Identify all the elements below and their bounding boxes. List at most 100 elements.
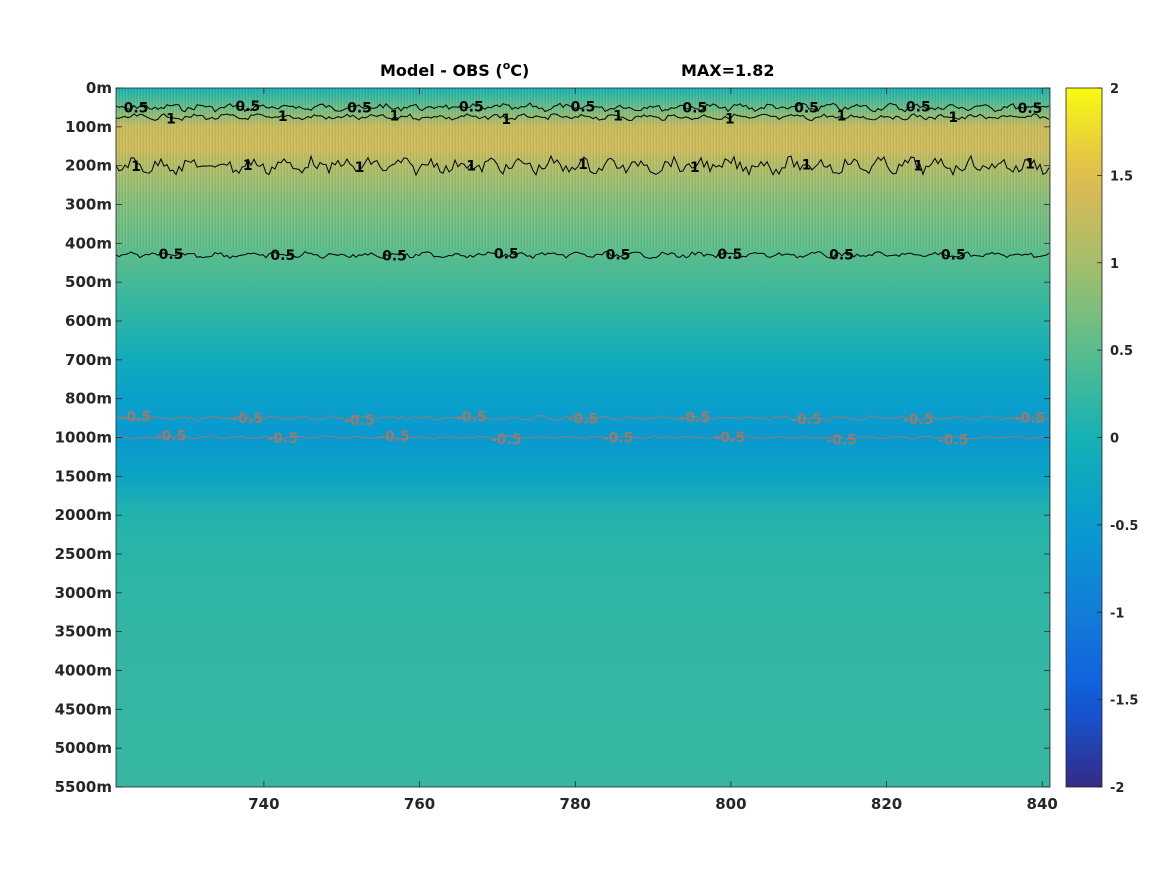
contour-label: 0.5 [270, 248, 295, 264]
y-tick-label: 2500m [55, 545, 112, 563]
contour-label: -0.5 [791, 412, 822, 428]
x-tick-label: 800 [715, 795, 746, 813]
contour-label: 1 [1025, 157, 1035, 173]
y-tick-label: 4000m [55, 662, 112, 680]
y-tick-label: 3500m [55, 623, 112, 641]
contour-line [116, 414, 1050, 422]
title-suffix: C) [510, 61, 529, 80]
contour-label: -0.5 [903, 412, 934, 428]
y-tick-label: 700m [65, 351, 112, 369]
contour-lines [116, 102, 1050, 440]
colorbar-tick-label: 0 [1110, 432, 1119, 447]
contour-label: 0.5 [682, 101, 707, 117]
contour-label: -0.5 [714, 430, 745, 446]
contour-label: 1 [166, 112, 176, 128]
contour-label: 1 [613, 109, 623, 125]
contour-label: 0.5 [159, 247, 184, 263]
contour-label: -0.5 [568, 412, 599, 428]
contour-label: -0.5 [679, 410, 710, 426]
contour-label: 0.5 [829, 247, 854, 263]
contour-label: 0.5 [124, 100, 149, 116]
contour-label: 0.5 [571, 99, 596, 115]
contour-label: 1 [390, 109, 400, 125]
contour-label: -0.5 [603, 431, 634, 447]
y-tick-label: 5500m [55, 778, 112, 796]
contour-label: -0.5 [232, 411, 263, 427]
y-tick-label: 3000m [55, 584, 112, 602]
contour-label: -0.5 [344, 413, 375, 429]
contour-label: 1 [466, 159, 476, 175]
colorbar-tick-label: -0.5 [1110, 519, 1138, 534]
x-tick-label: 760 [404, 795, 435, 813]
contour-label: -0.5 [1015, 411, 1046, 427]
contour-label: 1 [802, 158, 812, 174]
colorbar-tick-label: 0.5 [1110, 344, 1133, 359]
contour-label: -0.5 [938, 432, 969, 448]
y-tick-label: 1500m [55, 467, 112, 485]
x-tick-label: 780 [560, 795, 591, 813]
chart-title: Model - OBS (oC) [380, 59, 529, 80]
contour-label: 0.5 [794, 101, 819, 117]
y-tick-label: 0m [86, 79, 112, 97]
y-tick-label: 600m [65, 312, 112, 330]
contour-label: 0.5 [382, 248, 407, 264]
y-tick-label: 100m [65, 118, 112, 136]
title-prefix: Model - OBS ( [380, 61, 503, 80]
y-tick-label: 800m [65, 390, 112, 408]
contour-label: 0.5 [606, 248, 631, 264]
contour-label: -0.5 [121, 410, 152, 426]
contour-label: -0.5 [826, 432, 857, 448]
contour-label: 1 [131, 159, 141, 175]
x-axis: 740 760 780 800 820 840 [248, 88, 1058, 813]
contour-label: 0.5 [941, 248, 966, 264]
x-tick-label: 840 [1027, 795, 1058, 813]
contour-label: -0.5 [456, 409, 487, 425]
title-superscript: o [503, 59, 511, 72]
colorbar [1065, 87, 1103, 788]
y-tick-label: 500m [65, 273, 112, 291]
contour-label: -0.5 [379, 429, 410, 445]
contour-label: 0.5 [1018, 101, 1043, 117]
y-tick-label: 300m [65, 196, 112, 214]
max-annotation: MAX=1.82 [681, 61, 775, 80]
y-tick-label: 5000m [55, 739, 112, 757]
x-tick-label: 740 [248, 795, 279, 813]
contour-label: 1 [913, 159, 923, 175]
contour-label: 0.5 [235, 99, 260, 115]
contour-label: 1 [578, 157, 588, 173]
contour-label: 1 [690, 160, 700, 176]
contour-label: -0.5 [156, 429, 187, 445]
contour-label: 1 [837, 108, 847, 124]
contour-line [116, 113, 1050, 122]
contour-label: 0.5 [906, 99, 931, 115]
y-tick-label: 2000m [55, 506, 112, 524]
contour-label: 0.5 [717, 247, 742, 263]
colorbar-tick-label: -2 [1110, 781, 1124, 796]
x-tick-label: 820 [871, 795, 902, 813]
contour-label: 0.5 [347, 100, 372, 116]
y-tick-label: 400m [65, 234, 112, 252]
contour-label: -0.5 [267, 431, 298, 447]
y-tick-label: 4500m [55, 700, 112, 718]
contour-label: 1 [948, 110, 958, 126]
contour-label: 1 [243, 158, 253, 174]
contour-line [116, 435, 1049, 440]
contour-label: 1 [725, 111, 735, 127]
colorbar-tick-label: -1 [1110, 606, 1124, 621]
y-tick-label: 200m [65, 157, 112, 175]
y-axis: 0m 100m 200m 300m 400m 500m 600m 700m 800m 1000m 1… [55, 79, 1050, 796]
colorbar-axis: 2 1.5 1 0.5 0 -0.5 -1 -1.5 -2 [1097, 82, 1138, 796]
contour-label: 0.5 [494, 247, 519, 263]
contour-line [116, 154, 1050, 177]
colorbar-tick-label: -1.5 [1110, 694, 1138, 709]
contour-label: 1 [501, 112, 511, 128]
contour-labels: 0.5 0.5 0.5 0.5 0.5 0.5 0.5 0.5 0.5 1 1 1 1 1 1 1 1 1 1 1 1 1… [121, 99, 1046, 448]
contour-label: 1 [355, 160, 365, 176]
y-tick-label: 1000m [55, 429, 112, 447]
contour-label: 1 [278, 109, 288, 125]
plot-area: 0.5 0.5 0.5 0.5 0.5 0.5 0.5 0.5 0.5 1 1 1 1 1 1 1 1 1 1 1 1 1… [116, 88, 1050, 787]
colorbar-tick-label: 2 [1110, 82, 1119, 97]
contour-line [116, 250, 1050, 260]
contour-label: 0.5 [459, 100, 484, 116]
